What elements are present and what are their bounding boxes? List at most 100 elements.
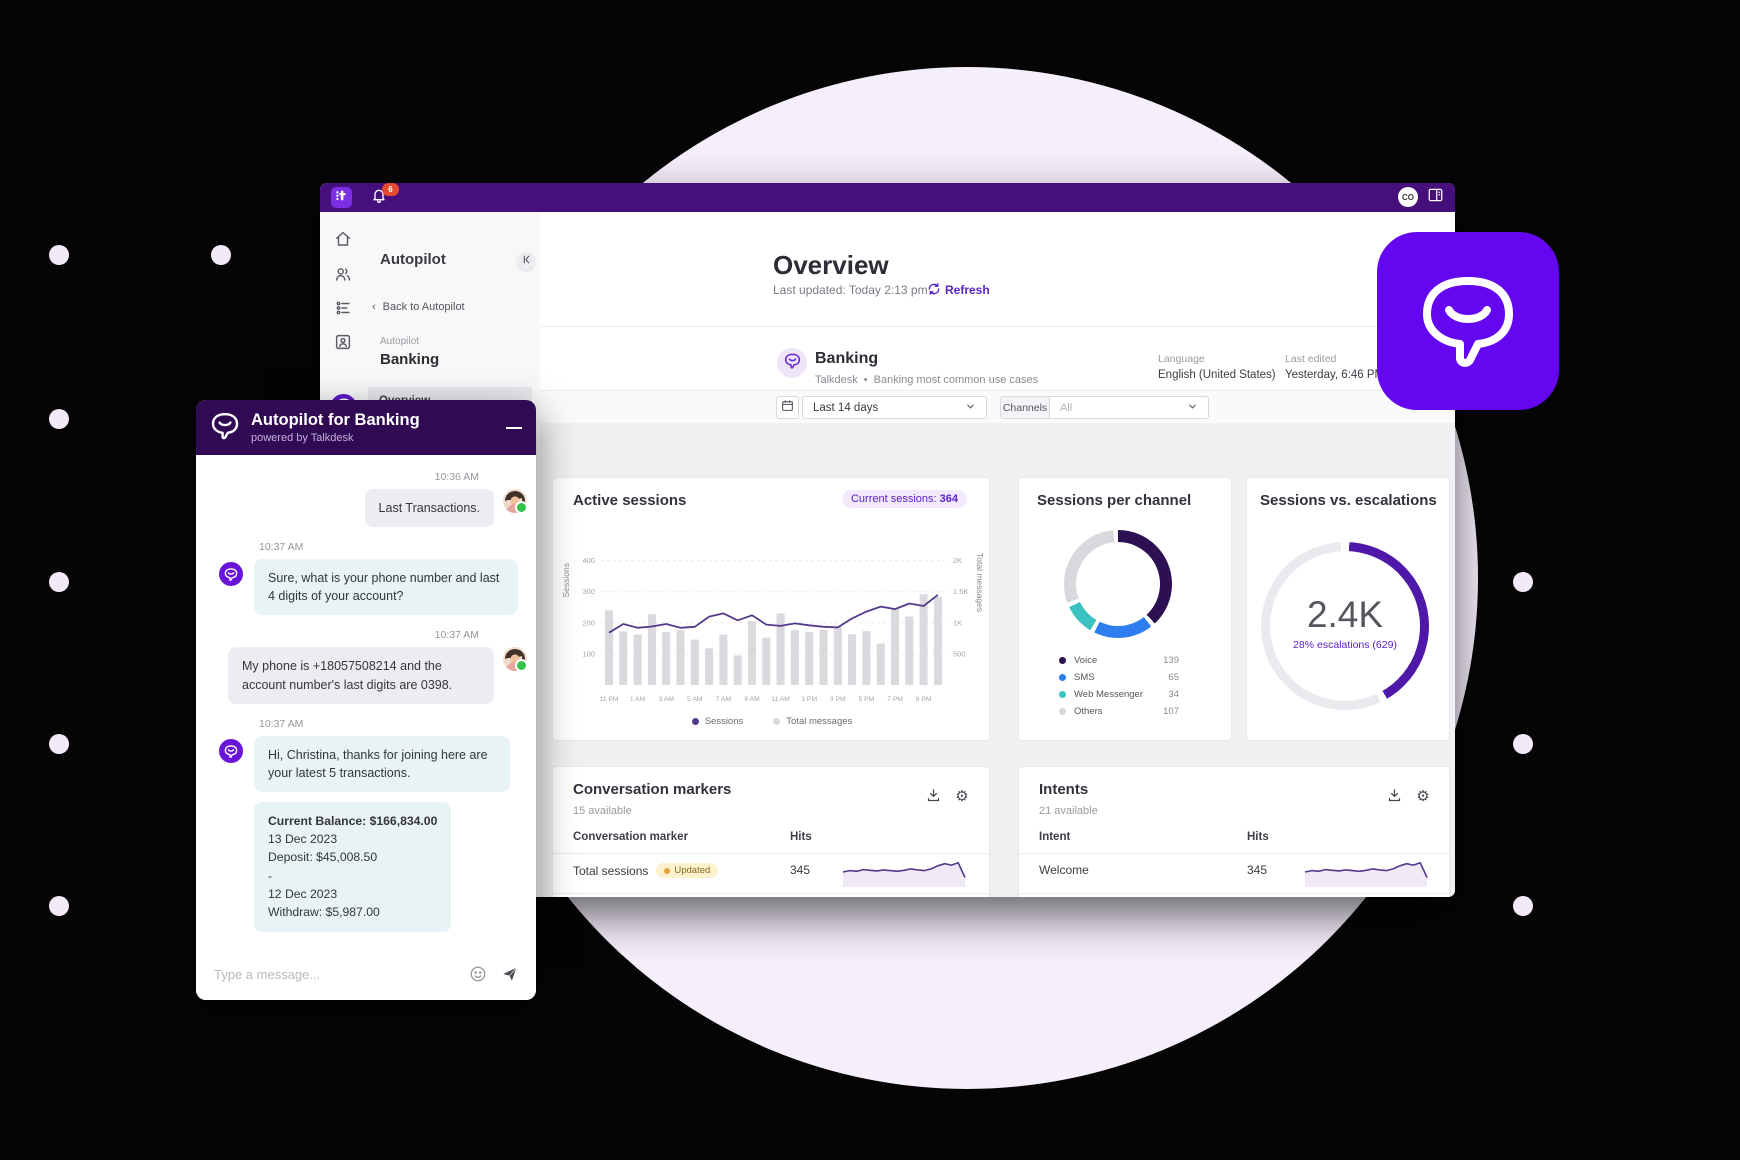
gear-icon: ⚙ [955,788,969,805]
chat-widget: Autopilot for Banking powered by Talkdes… [196,400,536,1000]
svg-text:7 PM: 7 PM [887,696,903,703]
svg-text:200: 200 [582,618,595,627]
flows-icon[interactable] [334,299,352,317]
chat-messages: 10:36 AM Last Transactions. 10:37 AM Sur… [196,455,536,948]
svg-text:3 AM: 3 AM [658,696,674,703]
conversation-markers-card: Conversation markers 15 available ⚙ Conv… [552,766,991,897]
intents-card: Intents 21 available ⚙ Intent Hits Welc [1018,766,1451,897]
download-icon [1387,788,1402,808]
app-topbar: 6 CO [320,183,1455,212]
others-dot [1059,708,1066,715]
user-message-bubble: My phone is +18057508214 and the account… [228,647,494,704]
minimize-button[interactable] [506,426,522,429]
home-icon[interactable] [334,230,352,248]
bot-avatar [219,562,243,587]
svg-text:300: 300 [582,587,595,596]
panel-icon [1428,188,1443,207]
calendar-button[interactable] [776,396,799,419]
channels-value: All [1060,401,1073,414]
talkdesk-logo-button[interactable] [331,187,352,208]
collapse-icon [521,252,532,270]
sms-dot [1059,674,1066,681]
active-sessions-chart: 400 2K 300 1.5K 200 1K 100 500 11 PM 1 AM 3 AM 5 AM… [582,556,968,703]
legend-value: 34 [1168,689,1179,700]
svg-text:1.5K: 1.5K [953,587,968,596]
column-header: Hits [1247,831,1269,843]
user-message-bubble: Last Transactions. [364,489,494,528]
breadcrumb-separator: • [863,374,868,386]
available-count: 21 available [1039,805,1098,817]
hits-cell: 345 [1247,863,1268,877]
message-input[interactable] [212,965,456,983]
sidebar-collapse-button[interactable] [517,252,535,270]
transaction-line: Deposit: $45,008.50 [268,850,378,865]
deco-dot [211,245,231,265]
transaction-line: Withdraw: $5,987.00 [268,905,380,920]
refresh-icon [926,281,941,296]
svg-text:2K: 2K [953,556,962,565]
bell-icon [371,187,387,208]
contacts-icon[interactable] [334,333,352,351]
filter-bar: Last 14 days Channels All [540,390,1455,425]
agents-icon[interactable] [334,265,352,283]
chat-subtitle: powered by Talkdesk [251,432,354,444]
column-header: Hits [790,831,812,843]
divider [1019,893,1451,894]
download-button[interactable] [1385,789,1403,807]
refresh-button[interactable]: Refresh [945,283,990,297]
deco-dot [49,245,69,265]
panel-menu-button[interactable] [1426,188,1444,207]
chat-input-bar [196,948,536,1000]
bot-vendor: Talkdesk [815,374,858,386]
back-to-autopilot-link[interactable]: ‹ Back to Autopilot [372,301,465,313]
web-messenger-dot [1059,691,1066,698]
download-button[interactable] [924,789,942,807]
deco-dot [49,896,69,916]
main-area: Overview Last updated: Today 2:13 pm Ref… [540,212,1455,897]
transaction-line: - [268,868,273,883]
svg-text:1K: 1K [953,618,962,627]
dashboard-content: Active sessions Current sessions: 364 Se… [540,423,1455,897]
settings-button[interactable]: ⚙ [1414,787,1432,805]
gear-icon: ⚙ [1416,788,1430,805]
svg-text:11 AM: 11 AM [771,696,790,703]
user-avatar[interactable]: CO [1398,187,1418,207]
updated-label: Updated [674,865,711,876]
bot-name: Banking [815,350,879,367]
voice-dot [1059,657,1066,664]
transactions-bubble: Current Balance: $166,834.00 13 Dec 2023… [254,801,452,932]
svg-text:9 AM: 9 AM [744,696,760,703]
last-edited-label: Last edited [1285,353,1337,365]
settings-button[interactable]: ⚙ [953,787,971,805]
send-button[interactable] [500,964,520,984]
message-time: 10:36 AM [434,471,479,483]
notifications-button[interactable] [369,188,388,207]
card-title: Active sessions [573,492,687,509]
bot-description: Banking most common use cases [873,374,1039,386]
message-time: 10:37 AM [434,629,479,642]
emoji-button[interactable] [468,964,488,984]
svg-text:5 AM: 5 AM [687,696,703,703]
bot-message-bubble: Hi, Christina, thanks for joining here a… [254,735,510,792]
channels-select[interactable]: All [1049,396,1209,419]
transaction-line: Current Balance: $166,834.00 [268,813,438,828]
escalations-caption: 28% escalations (629) [1293,639,1397,651]
legend-item-web-messenger: Web Messenger 34 [1059,689,1179,700]
autopilot-app-logo-card [1377,232,1559,410]
autopilot-bubble-icon [210,410,240,445]
last-updated-text: Last updated: Today 2:13 pm [773,283,928,297]
legend-value: 139 [1163,655,1179,666]
bot-message-row: Current Balance: $166,834.00 13 Dec 2023… [205,801,527,932]
row-name-cell: Total sessions Updated [573,863,719,878]
language-value: English (United States) [1158,369,1276,381]
svg-text:1 PM: 1 PM [801,696,817,703]
date-range-select[interactable]: Last 14 days [802,396,987,419]
online-status-dot [515,659,528,673]
chart-legend: Sessions Total messages [553,716,991,727]
download-icon [926,788,941,808]
bot-message-row: Sure, what is your phone number and last… [205,559,527,616]
bot-bubble-icon [784,352,801,374]
badge-value: 364 [939,493,958,505]
deco-dot [49,409,69,429]
user-avatar [503,489,528,514]
